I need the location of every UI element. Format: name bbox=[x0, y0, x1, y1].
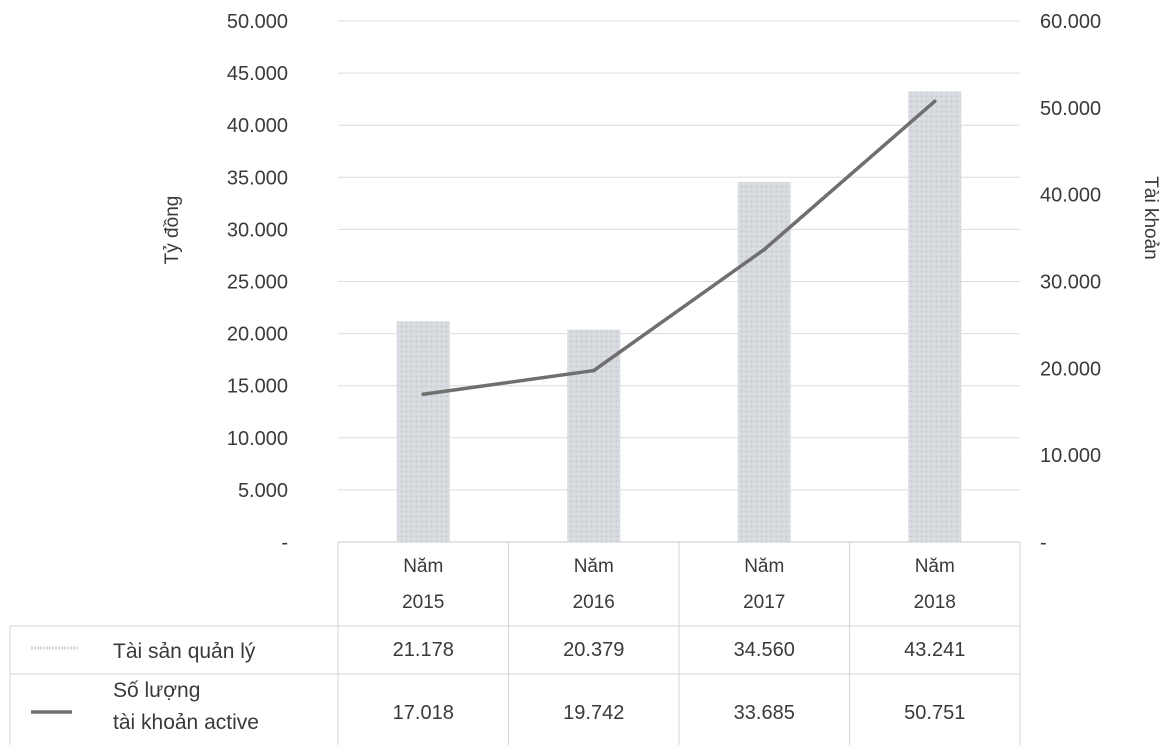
left-tick-label: 40.000 bbox=[227, 115, 288, 137]
category-label-line: 2017 bbox=[743, 592, 785, 613]
left-tick-label: 5.000 bbox=[238, 480, 288, 502]
left-axis-title: Tỷ đồng bbox=[162, 196, 183, 265]
category-label-line: Năm bbox=[403, 556, 443, 577]
category-label-line: 2018 bbox=[914, 592, 956, 613]
legend-label-line-part: Số lượng bbox=[113, 679, 200, 702]
right-tick-label: - bbox=[1040, 532, 1047, 554]
table-cell-value: 17.018 bbox=[393, 702, 454, 724]
left-tick-label: 20.000 bbox=[227, 324, 288, 346]
bar-series bbox=[396, 91, 962, 543]
right-axis-ticks: - 10.000 20.000 30.000 40.000 50.000 60.000 bbox=[1040, 11, 1101, 554]
category-label: Năm 2015 bbox=[402, 556, 444, 613]
table-cell-value: 19.742 bbox=[563, 702, 624, 724]
left-axis-ticks: - 5.000 10.000 15.000 20.000 25.000 30.000 35.0… bbox=[227, 11, 288, 554]
bar bbox=[908, 91, 962, 543]
right-tick-label: 30.000 bbox=[1040, 272, 1101, 294]
line-point bbox=[762, 247, 767, 252]
category-label-line: Năm bbox=[915, 556, 955, 577]
category-label-line: 2016 bbox=[573, 592, 615, 613]
table-cell-value: 20.379 bbox=[563, 639, 624, 661]
left-tick-label: 10.000 bbox=[227, 428, 288, 450]
category-label: Năm 2017 bbox=[743, 556, 785, 613]
table-cell-value: 43.241 bbox=[904, 639, 965, 661]
legend-label-line-part: tài khoản active bbox=[113, 711, 259, 734]
left-tick-label: - bbox=[281, 532, 288, 554]
line-point bbox=[932, 99, 937, 104]
table-cell-value: 50.751 bbox=[904, 702, 965, 724]
table-cell-value: 21.178 bbox=[393, 639, 454, 661]
right-tick-label: 40.000 bbox=[1040, 185, 1101, 207]
left-tick-label: 35.000 bbox=[227, 167, 288, 189]
right-tick-label: 50.000 bbox=[1040, 98, 1101, 120]
line-series bbox=[421, 99, 937, 397]
right-tick-label: 20.000 bbox=[1040, 358, 1101, 380]
gridlines bbox=[338, 20, 1020, 543]
legend-label-line: Số lượng tài khoản active bbox=[113, 679, 259, 734]
line-point bbox=[591, 368, 596, 373]
line-point bbox=[421, 392, 426, 397]
right-tick-label: 60.000 bbox=[1040, 11, 1101, 33]
left-tick-label: 30.000 bbox=[227, 219, 288, 241]
line-path bbox=[421, 99, 937, 396]
left-tick-label: 45.000 bbox=[227, 63, 288, 85]
legend-label-bar: Tài sản quản lý bbox=[113, 640, 256, 663]
data-table: Năm 2015 Năm 2016 Năm 2017 Năm 2018 Tài sản quản… bbox=[9, 542, 1021, 745]
bar bbox=[567, 329, 621, 542]
bar bbox=[396, 321, 450, 542]
category-label-line: 2015 bbox=[402, 592, 444, 613]
table-cell-value: 33.685 bbox=[734, 702, 795, 724]
category-label-line: Năm bbox=[744, 556, 784, 577]
bar bbox=[737, 181, 791, 542]
left-tick-label: 25.000 bbox=[227, 272, 288, 294]
right-axis-title: Tài khoản bbox=[1140, 176, 1161, 259]
category-label-line: Năm bbox=[574, 556, 614, 577]
table-cell-value: 34.560 bbox=[734, 639, 795, 661]
right-tick-label: 10.000 bbox=[1040, 445, 1101, 467]
left-tick-label: 15.000 bbox=[227, 376, 288, 398]
category-label: Năm 2016 bbox=[573, 556, 615, 613]
category-label: Năm 2018 bbox=[914, 556, 956, 613]
left-tick-label: 50.000 bbox=[227, 11, 288, 33]
